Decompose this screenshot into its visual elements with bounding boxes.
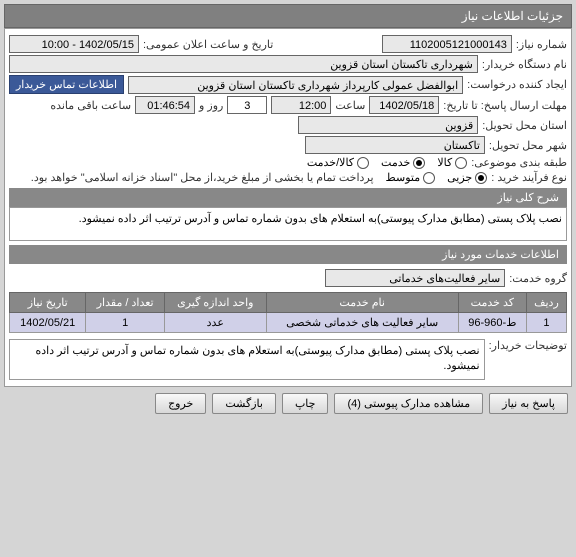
deadline-label: مهلت ارسال پاسخ: تا تاریخ: [443,99,567,112]
th-code: کد خدمت [458,293,526,313]
radio-service[interactable]: خدمت [381,156,425,169]
page-header: جزئیات اطلاعات نیاز [4,4,572,28]
radio-medium-label: متوسط [386,171,421,184]
remain-label: ساعت باقی مانده [50,99,131,112]
cell-code: ط-960-96 [458,313,526,333]
radio-icon [413,157,425,169]
print-button[interactable]: چاپ [282,393,329,414]
announce-date-label: تاریخ و ساعت اعلان عمومی: [143,38,273,51]
table-row[interactable]: 1 ط-960-96 سایر فعالیت های خدماتی شخصی ع… [10,313,567,333]
contact-info-button[interactable]: اطلاعات تماس خریدار [9,75,124,94]
cell-name: سایر فعالیت های خدماتی شخصی [266,313,458,333]
radio-service-label: خدمت [381,156,410,169]
table-header-row: ردیف کد خدمت نام خدمت واحد اندازه گیری ت… [10,293,567,313]
requester-field: ابوالفضل عمولی کارپرداز شهرداری تاکستان … [128,76,463,94]
need-number-label: شماره نیاز: [516,38,567,51]
deadline-date-field: 1402/05/18 [369,96,439,114]
form-area: شماره نیاز: 1102005121000143 تاریخ و ساع… [4,28,572,387]
need-number-field: 1102005121000143 [382,35,512,53]
cell-num: 1 [526,313,566,333]
th-qty: تعداد / مقدار [86,293,165,313]
time-label-1: ساعت [335,99,365,112]
announce-date-field: 1402/05/15 - 10:00 [9,35,139,53]
section-desc-title: شرح کلی نیاز [9,188,567,207]
cell-unit: عدد [164,313,266,333]
desc-box: نصب پلاک پستی (مطابق مدارک پیوستی)به است… [9,207,567,241]
process-radio-group: جزیی متوسط [386,171,488,184]
buyer-name-label: نام دستگاه خریدار: [482,58,567,71]
radio-icon [357,157,369,169]
attachments-button[interactable]: مشاهده مدارک پیوستی (4) [334,393,483,414]
province-field: قزوین [298,116,478,134]
buyer-notes-label: توضیحات خریدار: [489,339,567,352]
radio-small-label: جزیی [447,171,472,184]
days-field: 3 [227,96,267,114]
process-label: نوع فرآیند خرید : [491,171,567,184]
buyer-name-field: شهرداری تاکستان استان قزوین [9,55,478,73]
remain-time-field: 01:46:54 [135,96,195,114]
process-note: پرداخت تمام یا بخشی از مبلغ خرید،از محل … [31,171,374,184]
radio-small[interactable]: جزیی [447,171,487,184]
radio-goods-label: کالا [437,156,452,169]
footer-buttons: پاسخ به نیاز مشاهده مدارک پیوستی (4) چاپ… [4,387,572,420]
radio-goods-service-label: کالا/خدمت [307,156,354,169]
cell-date: 1402/05/21 [10,313,86,333]
radio-goods[interactable]: کالا [437,156,467,169]
th-date: تاریخ نیاز [10,293,86,313]
services-table: ردیف کد خدمت نام خدمت واحد اندازه گیری ت… [9,292,567,333]
radio-medium[interactable]: متوسط [386,171,436,184]
radio-icon [475,172,487,184]
deadline-time-field: 12:00 [271,96,331,114]
th-name: نام خدمت [266,293,458,313]
group-field: سایر فعالیت‌های خدماتی [325,269,505,287]
radio-icon [423,172,435,184]
province-label: استان محل تحویل: [482,119,567,132]
header-title: جزئیات اطلاعات نیاز [462,9,563,23]
category-label: طبقه بندی موضوعی: [471,156,567,169]
radio-icon [455,157,467,169]
group-label: گروه خدمت: [509,272,567,285]
days-label: روز و [199,99,223,112]
exit-button[interactable]: خروج [155,393,206,414]
radio-goods-service[interactable]: کالا/خدمت [307,156,369,169]
buyer-notes-box: نصب پلاک پستی (مطابق مدارک پیوستی)به است… [9,339,485,380]
city-label: شهر محل تحویل: [489,139,567,152]
section-services-title: اطلاعات خدمات مورد نیاز [9,245,567,264]
category-radio-group: کالا خدمت کالا/خدمت [307,156,467,169]
city-field: تاکستان [305,136,485,154]
back-button[interactable]: بازگشت [212,393,276,414]
reply-button[interactable]: پاسخ به نیاز [489,393,568,414]
th-row: ردیف [526,293,566,313]
cell-qty: 1 [86,313,165,333]
th-unit: واحد اندازه گیری [164,293,266,313]
requester-label: ایجاد کننده درخواست: [467,78,567,91]
